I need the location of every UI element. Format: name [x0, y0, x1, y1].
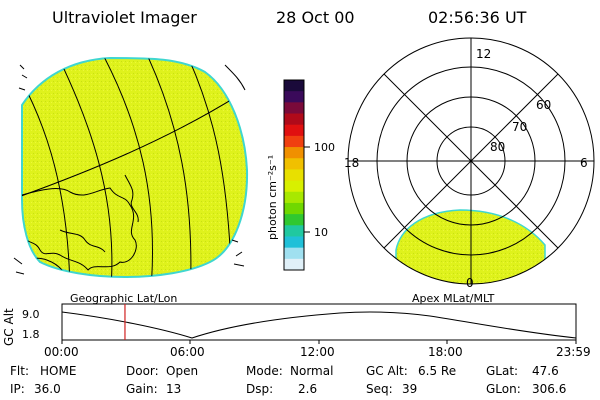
seq-label: Seq: [366, 382, 393, 396]
colorbar-swatch [284, 124, 304, 137]
mode-label: Mode: [246, 364, 283, 378]
ip-label: IP: [10, 382, 25, 396]
colorbar-swatch [284, 80, 304, 92]
colorbar-tick-10: 10 [314, 226, 328, 239]
colorbar-swatch [284, 169, 304, 182]
timeline-xtick-0000: 00:00 [44, 345, 79, 359]
seq-value: 39 [402, 382, 418, 396]
parallel-line [22, 87, 248, 201]
colorbar-swatch [284, 113, 304, 126]
colorbar-swatch [284, 191, 304, 204]
gcalt-label: GC Alt: [366, 364, 408, 378]
time-label: 02:56:36 UT [428, 8, 527, 27]
meridian-line [94, 58, 154, 277]
mlt-label-6: 6 [580, 156, 588, 170]
timeline-xtick-0600: 06:00 [170, 345, 205, 359]
timeline-xtick-2359: 23:59 [556, 345, 591, 359]
mlat-label-60: 60 [536, 98, 552, 112]
door-label: Door: [126, 364, 159, 378]
colorbar-swatch [284, 180, 304, 193]
colorbar-swatch [284, 135, 304, 148]
colorbar-tick-100: 100 [314, 141, 335, 154]
earth-disk [21, 56, 249, 278]
meridian-line [22, 59, 71, 277]
right-panel-caption: Apex MLat/MLT [412, 292, 495, 305]
colorbar-swatch [284, 225, 304, 237]
mlt-label-12: 12 [476, 47, 492, 61]
colorbar-swatch [284, 147, 304, 159]
mlat-label-80: 80 [490, 140, 506, 154]
instrument-title: Ultraviolet Imager [52, 8, 197, 27]
coastline [59, 229, 106, 253]
glon-value: 306.6 [532, 382, 567, 396]
timeline-frame [61, 303, 577, 341]
dsp-value: 2.6 [298, 382, 318, 396]
colorbar-swatch [284, 236, 304, 249]
mode-value: Normal [290, 364, 334, 378]
colorbar-swatch [284, 102, 304, 115]
gain-label: Gain: [126, 382, 158, 396]
colorbar-swatch [284, 258, 304, 271]
date-label: 28 Oct 00 [276, 8, 355, 27]
meridian-line [49, 58, 113, 277]
timeline-xtick-1800: 18:00 [428, 345, 463, 359]
colorbar [283, 79, 310, 271]
altitude-curve [61, 311, 577, 339]
colorbar-swatch [284, 214, 304, 226]
dsp-label: Dsp: [246, 382, 274, 396]
ip-value: 36.0 [34, 382, 61, 396]
left-panel-caption: Geographic Lat/Lon [70, 292, 178, 305]
glat-label: GLat: [486, 364, 519, 378]
glat-value: 47.6 [532, 364, 559, 378]
gain-value: 13 [166, 382, 182, 396]
timeline-xtick-1200: 12:00 [300, 345, 335, 359]
flt-label: Flt: [10, 364, 29, 378]
colorbar-swatch [284, 91, 304, 103]
colorbar-swatch [284, 158, 304, 170]
colorbar-swatch [284, 247, 304, 260]
coastline [22, 187, 137, 271]
glon-label: GLon: [486, 382, 521, 396]
mlt-label-18: 18 [344, 156, 360, 170]
mlt-label-0: 0 [466, 276, 474, 290]
flt-value: HOME [40, 364, 77, 378]
gcalt-value: 6.5 Re [418, 364, 457, 378]
door-value: Open [166, 364, 199, 378]
meridian-line [139, 58, 192, 277]
timeline-ytick-bottom: 1.8 [22, 328, 40, 341]
colorbar-swatch [284, 202, 304, 215]
polar-axis-diagonal [383, 73, 559, 249]
timeline-ytick-top: 9.0 [22, 308, 40, 321]
coastline [124, 174, 139, 223]
mlat-label-70: 70 [512, 120, 528, 134]
